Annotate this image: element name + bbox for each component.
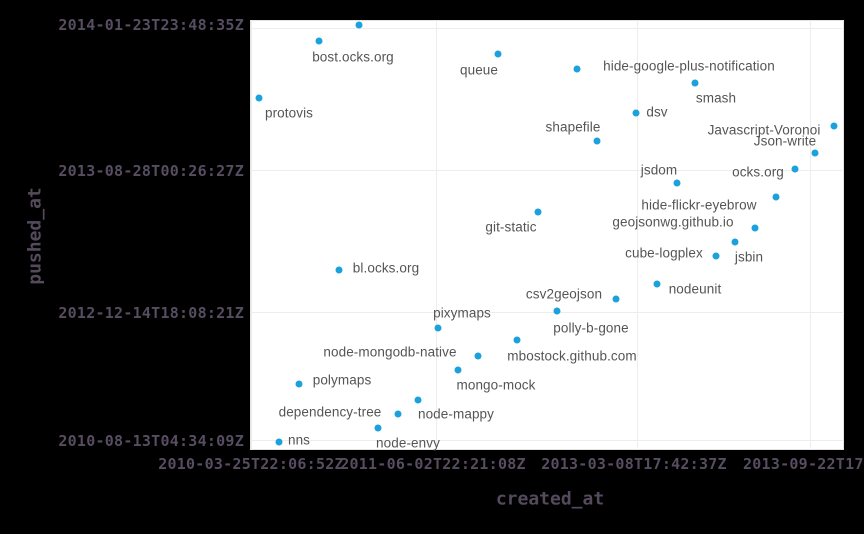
point-nodeunit[interactable] xyxy=(653,280,661,288)
point-label: mongo-mock xyxy=(456,377,536,393)
point-label: protovis xyxy=(264,105,314,121)
point-pixymaps[interactable] xyxy=(434,324,442,332)
x-tick-label: 2013-09-22T17 xyxy=(743,455,864,473)
point-mbostock.github.com[interactable] xyxy=(513,336,521,344)
point-smash[interactable] xyxy=(691,79,699,87)
point-node-envy[interactable] xyxy=(374,424,382,432)
point-hide-flickr-eyebrow[interactable] xyxy=(772,193,780,201)
point-label: geojsonwg.github.io xyxy=(612,214,734,230)
point-label: hide-flickr-eyebrow xyxy=(641,197,757,213)
point-label: jsdom xyxy=(640,162,678,178)
point-label: dependency-tree xyxy=(278,404,382,420)
point-label: jsbin xyxy=(734,249,764,265)
point-label: mbostock.github.com xyxy=(507,348,637,364)
point-csv2geojson[interactable] xyxy=(612,295,620,303)
point-label: polly-b-gone xyxy=(553,320,629,336)
point-node-mappy[interactable] xyxy=(414,396,422,404)
point-polymaps[interactable] xyxy=(295,380,303,388)
y-gridline xyxy=(250,170,844,171)
point-label: node-mappy xyxy=(417,406,495,422)
point-Javascript-Voronoi[interactable] xyxy=(830,122,838,130)
point-label: Javascript-Voronoi xyxy=(707,122,821,138)
x-tick-label: 2013-03-08T17:42:37Z xyxy=(541,455,727,473)
point-polly-b-gone[interactable] xyxy=(553,307,561,315)
point-label: bl.ocks.org xyxy=(352,260,420,276)
point-jsbin[interactable] xyxy=(731,238,739,246)
y-axis-title: pushed_at xyxy=(24,187,46,285)
point-hide-google-plus-notification[interactable] xyxy=(573,65,581,73)
x-tick-label: 2010-03-25T22:06:52Z xyxy=(158,455,344,473)
y-gridline xyxy=(250,28,844,29)
point-nns[interactable] xyxy=(275,438,283,446)
point-unlabeled[interactable] xyxy=(355,21,363,29)
x-axis-title: created_at xyxy=(495,488,605,510)
point-dsv[interactable] xyxy=(632,109,640,117)
point-label: cube-logplex xyxy=(625,245,703,261)
point-label: shapefile xyxy=(545,119,601,135)
point-label: nodeunit xyxy=(668,281,722,297)
point-label: queue xyxy=(459,62,499,78)
point-queue[interactable] xyxy=(494,50,502,58)
point-bost.ocks.org[interactable] xyxy=(315,37,323,45)
point-label: Json-write xyxy=(753,133,817,149)
point-label: csv2geojson xyxy=(525,286,603,302)
point-label: smash xyxy=(695,90,737,106)
point-bl.ocks.org[interactable] xyxy=(335,266,343,274)
plot-area xyxy=(250,20,844,450)
y-tick-label: 2012-12-14T18:08:21Z xyxy=(58,304,244,322)
point-label: bost.ocks.org xyxy=(312,49,394,65)
point-label: nns xyxy=(287,432,311,448)
point-node-mongodb-native[interactable] xyxy=(474,352,482,360)
y-gridline xyxy=(250,312,844,313)
point-label: hide-google-plus-notification xyxy=(603,58,775,74)
y-gridline xyxy=(250,440,844,441)
point-jsdom[interactable] xyxy=(673,179,681,187)
y-tick-label: 2013-08-28T00:26:27Z xyxy=(58,162,244,180)
y-tick-label: 2014-01-23T23:48:35Z xyxy=(58,16,244,34)
point-label: node-mongodb-native xyxy=(323,344,457,360)
x-gridline xyxy=(810,20,811,450)
x-gridline xyxy=(436,20,437,450)
point-label: node-envy xyxy=(376,435,440,451)
point-mongo-mock[interactable] xyxy=(454,366,462,374)
point-label: git-static xyxy=(485,219,537,235)
point-Json-write[interactable] xyxy=(811,149,819,157)
point-label: pixymaps xyxy=(433,305,491,321)
point-dependency-tree[interactable] xyxy=(394,410,402,418)
x-gridline xyxy=(637,20,638,450)
point-label: ocks.org xyxy=(732,164,784,180)
point-git-static[interactable] xyxy=(534,208,542,216)
x-tick-label: 2011-06-02T22:21:08Z xyxy=(340,455,526,473)
point-ocks.org[interactable] xyxy=(791,165,799,173)
x-gridline xyxy=(251,20,252,450)
point-cube-logplex[interactable] xyxy=(712,252,720,260)
y-tick-label: 2010-08-13T04:34:09Z xyxy=(58,432,244,450)
point-geojsonwg.github.io[interactable] xyxy=(751,224,759,232)
point-protovis[interactable] xyxy=(255,94,263,102)
point-label: polymaps xyxy=(312,372,372,388)
point-shapefile[interactable] xyxy=(593,137,601,145)
point-label: dsv xyxy=(646,104,668,120)
